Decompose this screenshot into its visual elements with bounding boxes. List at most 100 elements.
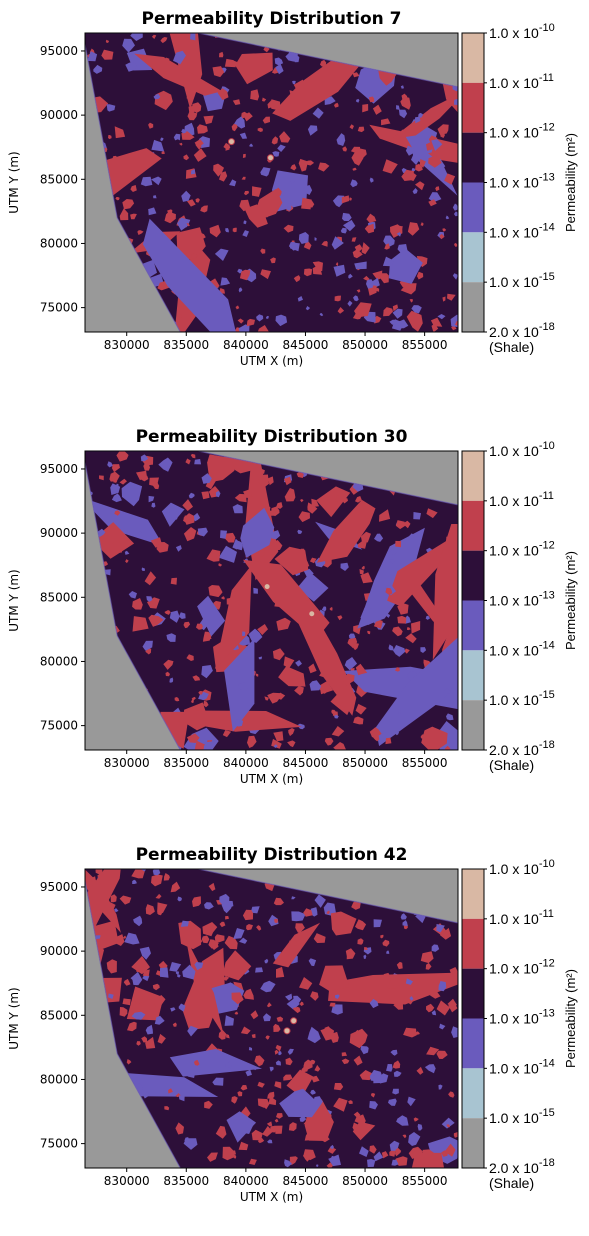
permeability-patch [436,1050,448,1059]
permeability-patch [415,163,423,172]
permeability-patch [267,1139,273,1144]
permeability-patch [389,319,398,325]
permeability-patch [398,710,402,714]
permeability-patch [383,307,393,317]
fracture-patches [85,451,458,750]
permeability-patch [125,61,137,72]
permeability-patch [299,977,313,990]
permeability-patch [155,970,162,977]
permeability-patch [175,1122,184,1135]
permeability-patch [453,211,458,217]
permeability-patch [400,283,417,295]
permeability-patch [108,540,122,554]
permeability-patch [409,299,413,303]
permeability-patch [287,1048,294,1055]
permeability-patch [151,34,157,39]
permeability-patch [439,1023,446,1030]
permeability-patch [197,124,208,134]
permeability-patch [218,1029,227,1040]
permeability-patch [342,212,352,222]
permeability-patch [193,1060,200,1066]
permeability-patch [231,1096,238,1104]
permeability-patch [327,1146,337,1154]
permeability-patch [273,731,284,742]
permeability-patch [116,451,129,462]
permeability-patch [314,894,326,908]
permeability-patch [292,1006,301,1014]
permeability-patch [350,179,358,188]
permeability-patch [221,902,233,914]
permeability-patch [400,129,407,135]
permeability-patch [212,1077,224,1086]
permeability-patch [156,542,169,553]
permeability-patch [160,100,166,108]
permeability-patch [257,1098,270,1108]
plot-frame [84,450,459,751]
permeability-patch [452,203,458,211]
permeability-patch [351,237,357,242]
permeability-patch [284,488,296,502]
permeability-patch [415,181,425,191]
permeability-patch [128,591,137,599]
permeability-patch [234,1011,239,1015]
permeability-patch [134,53,222,96]
permeability-patch [319,681,334,695]
permeability-patch [416,256,428,268]
permeability-patch [215,490,221,498]
permeability-patch [405,978,413,985]
permeability-patch [130,185,137,192]
permeability-patch [341,1058,350,1065]
y-axis-label: UTM Y (m) [7,569,21,631]
permeability-patch [220,277,231,286]
permeability-patch [115,197,120,201]
permeability-patch [241,176,246,180]
permeability-patch [183,527,197,542]
permeability-patch [334,994,340,999]
permeability-patch [207,635,212,640]
colorbar-segment [462,1118,484,1168]
permeability-patch [311,498,320,508]
permeability-patch [445,215,450,220]
permeability-patch [393,1000,404,1010]
permeability-patch [197,595,226,637]
permeability-patch [418,112,424,118]
permeability-patch [198,691,209,701]
permeability-patch [202,631,212,642]
permeability-patch [245,1069,252,1077]
colorbar-segment [462,918,484,969]
permeability-patch [192,896,201,908]
permeability-patch [335,495,342,502]
high-perm-spot [290,1017,298,1025]
permeability-patch [332,195,345,208]
permeability-patch [250,1010,259,1020]
permeability-patch [153,195,157,199]
permeability-patch [148,614,164,627]
reservoir-boundary [85,33,458,332]
permeability-patch [187,111,198,121]
permeability-patch [169,962,182,972]
permeability-patch [303,185,313,195]
permeability-patch [152,869,161,876]
y-tick-label: 75000 [40,1137,78,1151]
permeability-patch [223,976,230,981]
y-tick-label: 95000 [40,880,78,894]
permeability-patch [342,146,347,152]
permeability-patch [411,621,421,634]
permeability-patch [364,947,368,951]
permeability-patch [234,493,247,503]
permeability-patch [136,1041,141,1046]
permeability-patch [412,188,418,194]
permeability-patch [337,615,343,621]
permeability-patch [397,244,408,254]
permeability-patch [165,57,170,62]
permeability-patch [426,508,438,519]
permeability-patch [359,1146,369,1157]
permeability-patch [275,63,284,75]
permeability-patch [347,300,353,307]
permeability-patch [389,1149,396,1157]
permeability-patch [181,128,186,134]
permeability-patch [431,323,439,332]
permeability-patch [342,673,355,686]
permeability-patch [164,610,171,615]
permeability-patch [194,459,202,465]
